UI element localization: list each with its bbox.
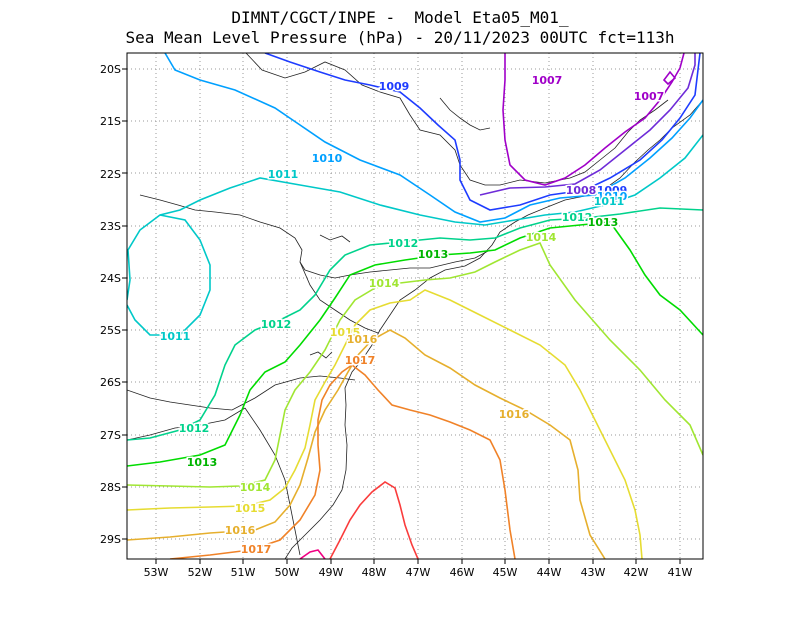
isobar-1013: [127, 221, 703, 467]
isobar-1017: [169, 364, 516, 559]
isobar-label: 1011: [160, 330, 191, 343]
lon-label: 48W: [362, 566, 387, 579]
lat-label: 27S: [100, 429, 121, 442]
lat-axis-labels: 20S 21S 22S 23S 24S 25S 26S 27S 28S 29S: [100, 63, 121, 546]
geographic-boundaries: [127, 53, 703, 559]
lat-label: 20S: [100, 63, 121, 76]
isobar-1007: [502, 53, 685, 186]
coastline: [284, 99, 703, 559]
isobar-label: 1011: [594, 195, 625, 208]
isobar-label: 1007: [634, 90, 665, 103]
isobar-1015: [127, 289, 643, 559]
state-border: [127, 375, 356, 411]
isobars: [127, 53, 703, 559]
lon-label: 50W: [275, 566, 300, 579]
isobar-1011b: [127, 214, 211, 336]
isobar-1010: [164, 53, 703, 223]
isobar-label: 1017: [345, 354, 376, 367]
river: [439, 97, 491, 131]
isobar-labels: 1007 1007 1008 1009 1009 1010 1010 1011 …: [158, 73, 666, 558]
state-border: [299, 261, 379, 334]
isobar-label: 1011: [268, 168, 299, 181]
lon-label: 47W: [406, 566, 431, 579]
lat-lon-grid: [127, 53, 703, 559]
lon-axis-labels: 53W 52W 51W 50W 49W 48W 47W 46W 45W 44W …: [144, 566, 693, 579]
state-border: [244, 407, 301, 556]
isobar-1009: [264, 53, 701, 211]
lat-label: 28S: [100, 481, 121, 494]
isobar-label: 1009: [379, 80, 410, 93]
isobar-label: 1010: [597, 190, 628, 203]
isobar-label: 1016: [499, 408, 530, 421]
isobar-label: 1012: [562, 211, 593, 224]
lon-label: 46W: [450, 566, 475, 579]
isobar-label: 1013: [588, 216, 619, 229]
isobar-label: 1014: [240, 481, 271, 494]
isobar-label: 1015: [235, 502, 266, 515]
isobar-label: 1014: [369, 277, 400, 290]
lat-label: 25S: [100, 324, 121, 337]
isobar-label: 1010: [312, 152, 343, 165]
lat-label: 21S: [100, 115, 121, 128]
title-line-1: DIMNT/CGCT/INPE - Model Eta05_M01_: [231, 8, 569, 27]
lon-label: 44W: [537, 566, 562, 579]
state-border: [139, 194, 491, 279]
isobar-label: 1012: [179, 422, 210, 435]
isobar-label: 1012: [261, 318, 292, 331]
lon-label: 43W: [581, 566, 606, 579]
lat-label: 22S: [100, 168, 121, 181]
isobar-label: 1015: [330, 326, 361, 339]
isobar-label: 1012: [388, 237, 419, 250]
isobar-label: 1016: [347, 333, 378, 346]
lon-label: 42W: [624, 566, 649, 579]
lon-label: 53W: [144, 566, 169, 579]
lat-label: 29S: [100, 533, 121, 546]
lon-label: 45W: [493, 566, 518, 579]
isobar-1014: [127, 242, 703, 488]
isobar-label: 1013: [418, 248, 449, 261]
title-line-2: Sea Mean Level Pressure (hPa) - 20/11/20…: [125, 28, 675, 47]
lat-label: 26S: [100, 376, 121, 389]
isobar-1011: [127, 134, 703, 301]
isobar-1019: [299, 549, 326, 559]
map-frame: [126, 52, 704, 560]
isobar-label: 1016: [225, 524, 256, 537]
isobar-label: 1007: [532, 74, 563, 87]
axis-ticks: [122, 68, 681, 564]
isobar-1008: [479, 53, 696, 196]
isobar-label: 1008: [566, 184, 597, 197]
lat-label: 23S: [100, 220, 121, 233]
lon-label: 51W: [231, 566, 256, 579]
isobar-label: 1014: [526, 231, 557, 244]
lon-label: 52W: [188, 566, 213, 579]
lat-label: 24S: [100, 272, 121, 285]
isobar-label: 1009: [597, 184, 628, 197]
lon-label: 49W: [319, 566, 344, 579]
lon-label: 41W: [668, 566, 693, 579]
lake: [319, 234, 351, 243]
isobar-label: 1013: [187, 456, 218, 469]
isobar-label: 1017: [241, 543, 272, 556]
isobar-1007b: [662, 70, 677, 86]
isobar-1018: [329, 481, 419, 559]
isobar-1016: [127, 329, 606, 559]
state-border: [245, 53, 669, 186]
isobar-1012: [127, 207, 703, 441]
